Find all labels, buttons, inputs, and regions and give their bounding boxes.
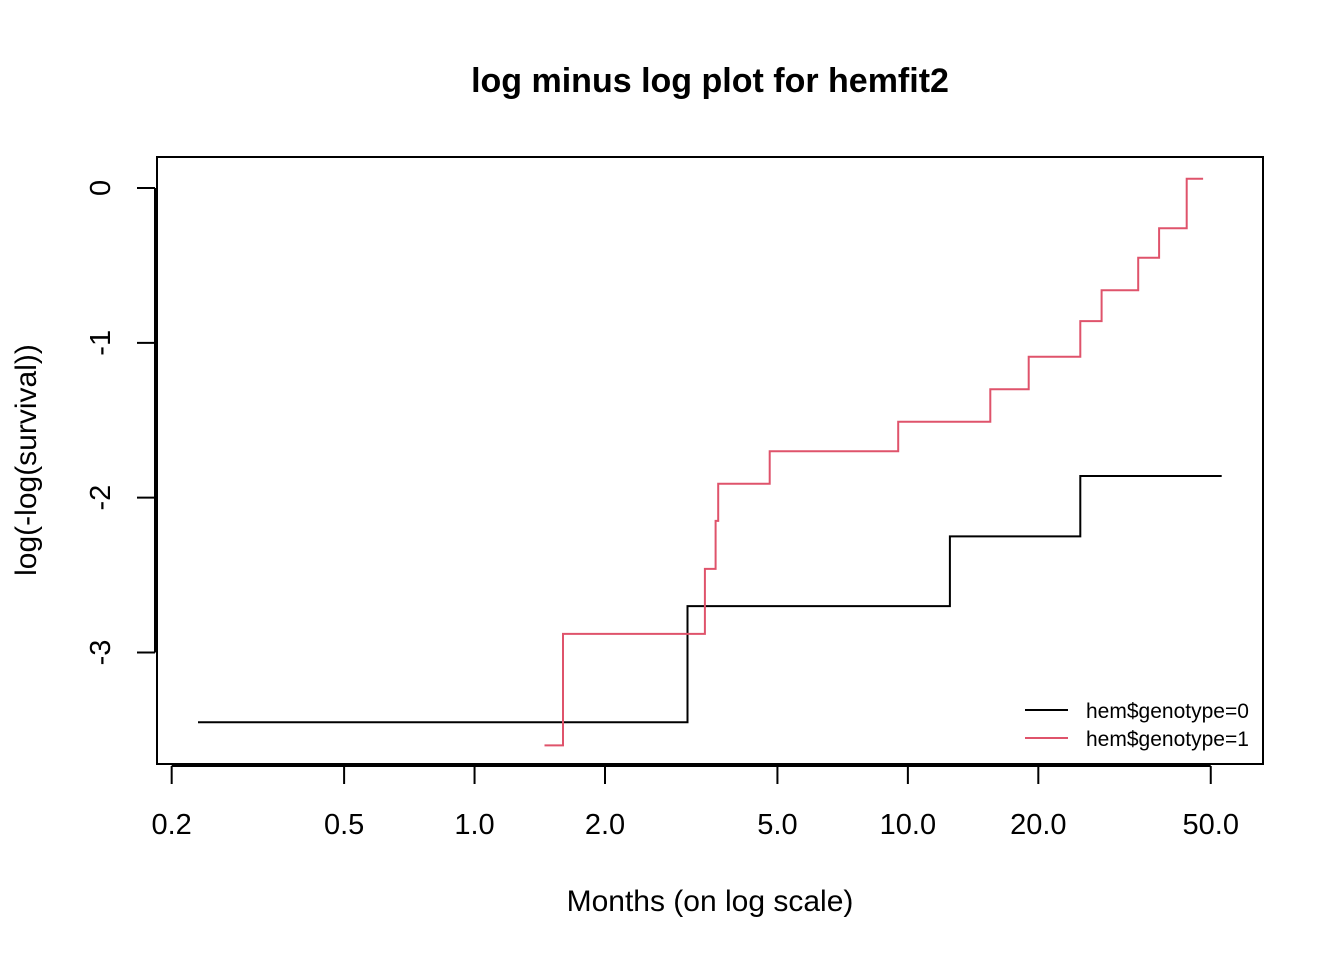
chart-title: log minus log plot for hemfit2 bbox=[471, 62, 949, 100]
series-line-1 bbox=[544, 177, 1204, 747]
series-line-0 bbox=[198, 475, 1222, 724]
x-tick-label: 2.0 bbox=[585, 809, 625, 841]
y-tick-label: 0 bbox=[85, 180, 117, 196]
y-tick-label: -1 bbox=[85, 330, 117, 356]
series-layer bbox=[198, 177, 1222, 747]
x-tick-label: 1.0 bbox=[454, 809, 494, 841]
x-tick-label: 0.5 bbox=[324, 809, 364, 841]
x-tick-label: 0.2 bbox=[152, 809, 192, 841]
legend-label-1: hem$genotype=1 bbox=[1086, 728, 1249, 751]
legend-label-0: hem$genotype=0 bbox=[1086, 700, 1249, 723]
x-tick-label: 5.0 bbox=[757, 809, 797, 841]
x-axis: 0.2 0.5 1.0 2.0 5.0 10.0 20.0 50.0 bbox=[152, 765, 1239, 841]
x-axis-label: Months (on log scale) bbox=[567, 885, 854, 918]
y-tick-label: -3 bbox=[85, 640, 117, 666]
x-tick-label: 50.0 bbox=[1183, 809, 1239, 841]
x-tick-label: 20.0 bbox=[1010, 809, 1066, 841]
y-axis-label: log(-log(survival)) bbox=[10, 344, 43, 576]
y-tick-label: -2 bbox=[85, 485, 117, 511]
x-tick-label: 10.0 bbox=[880, 809, 936, 841]
plot-frame bbox=[156, 156, 1264, 765]
legend: hem$genotype=0 hem$genotype=1 bbox=[1025, 700, 1249, 751]
y-axis: 0 -1 -2 -3 bbox=[85, 180, 156, 666]
